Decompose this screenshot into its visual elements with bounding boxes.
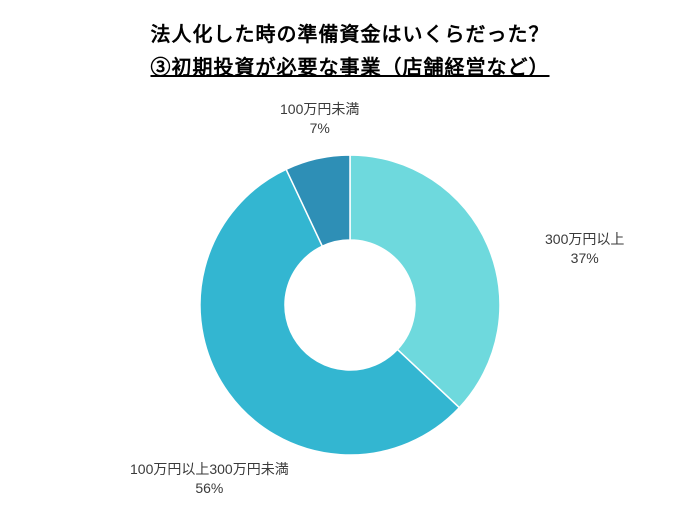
slice-label: 300万円以上37% xyxy=(545,230,624,268)
slice-label-text: 100万円以上300万円未満 xyxy=(130,460,289,479)
slice-label-percent: 7% xyxy=(280,119,359,138)
slice-label-percent: 37% xyxy=(545,249,624,268)
slice-label-percent: 56% xyxy=(130,479,289,498)
slice-label-text: 300万円以上 xyxy=(545,230,624,249)
donut-chart: 300万円以上37% 100万円以上300万円未満56% 100万円未満7% xyxy=(0,0,700,525)
slice-label-text: 100万円未満 xyxy=(280,100,359,119)
slice-label: 100万円未満7% xyxy=(280,100,359,138)
slice-label: 100万円以上300万円未満56% xyxy=(130,460,289,498)
